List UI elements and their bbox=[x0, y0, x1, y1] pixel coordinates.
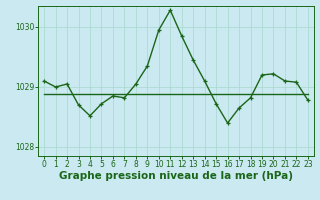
X-axis label: Graphe pression niveau de la mer (hPa): Graphe pression niveau de la mer (hPa) bbox=[59, 171, 293, 181]
